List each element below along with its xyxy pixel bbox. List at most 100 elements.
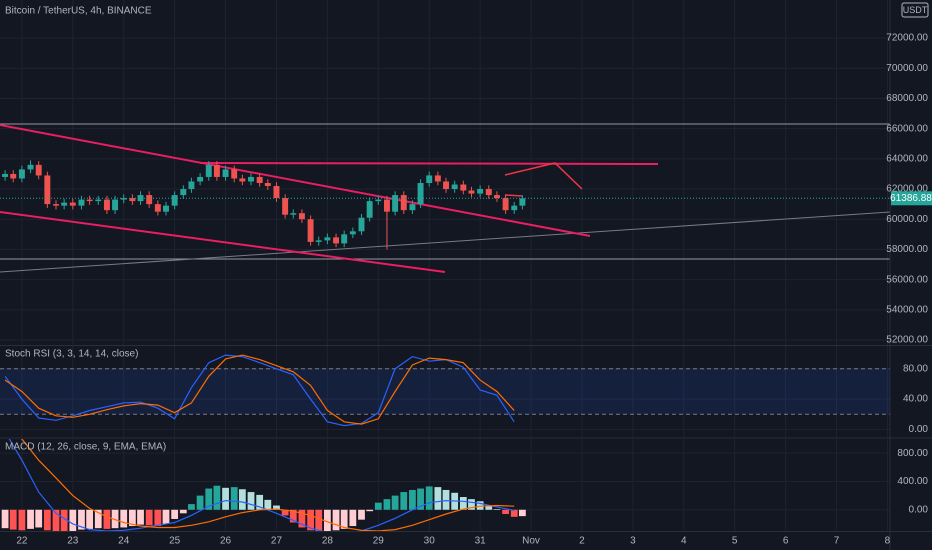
histogram-bar xyxy=(349,509,357,527)
candle-body xyxy=(324,237,331,241)
candle-body xyxy=(493,195,500,199)
y-tick-label: 68000.00 xyxy=(886,93,928,104)
candle-body xyxy=(298,213,305,220)
candle-body xyxy=(426,175,433,183)
currency-badge[interactable] xyxy=(901,2,929,18)
histogram-bar xyxy=(18,509,26,531)
candle-body xyxy=(188,181,195,190)
histogram-bar xyxy=(137,509,144,525)
candle-body xyxy=(307,219,314,242)
candle-body xyxy=(383,199,390,212)
candle-body xyxy=(282,198,289,215)
histogram-bar xyxy=(179,509,187,514)
candle-body xyxy=(137,195,144,202)
candle-body xyxy=(213,164,220,177)
histogram-bar xyxy=(332,509,340,531)
histogram-bar xyxy=(145,509,153,526)
candle-body xyxy=(349,231,356,235)
chart-title: Bitcoin / TetherUS, 4h, BINANCE xyxy=(5,6,152,17)
x-tick-label: 8 xyxy=(885,536,891,547)
y-tick-label: 70000.00 xyxy=(886,63,928,74)
y-tick-label: 0.00 xyxy=(909,424,929,435)
indicator-line xyxy=(8,439,515,531)
candle-body xyxy=(375,199,382,202)
histogram-bar xyxy=(493,509,501,510)
candle-body xyxy=(120,198,127,200)
histogram-bar xyxy=(60,509,68,531)
histogram-bar xyxy=(358,509,365,520)
candle-body xyxy=(35,164,42,176)
histogram-bar xyxy=(323,509,331,531)
indicator-line xyxy=(4,354,515,425)
pane xyxy=(0,354,890,427)
histogram-bar xyxy=(213,485,221,510)
x-tick-label: 26 xyxy=(220,536,232,547)
x-tick-label: 27 xyxy=(271,536,283,547)
histogram-bar xyxy=(196,495,204,510)
indicator-line xyxy=(4,354,515,427)
histogram-bar xyxy=(78,509,85,530)
histogram-bar xyxy=(434,487,442,510)
x-tick-label: 5 xyxy=(732,536,738,547)
candle-body xyxy=(197,176,204,182)
last-price-box xyxy=(891,191,932,206)
candle-body xyxy=(18,169,25,179)
candle-body xyxy=(154,204,161,212)
candle-body xyxy=(180,189,187,196)
histogram-bar xyxy=(94,509,102,529)
histogram-bar xyxy=(315,509,323,531)
candle-body xyxy=(417,182,424,205)
x-tick-label: 6 xyxy=(783,536,789,547)
candle-body xyxy=(222,169,229,177)
candle-body xyxy=(409,204,416,211)
histogram-bar xyxy=(9,509,17,530)
candle-body xyxy=(2,173,9,177)
candle-body xyxy=(264,182,271,187)
candle-body xyxy=(163,205,169,212)
histogram-bar xyxy=(510,509,518,517)
candle-body xyxy=(434,175,441,182)
histogram-bar xyxy=(128,509,136,527)
band-fill xyxy=(0,368,890,415)
histogram-bar xyxy=(400,492,408,510)
indicator-title: MACD (12, 26, close, 9, EMA, EMA) xyxy=(5,442,166,453)
histogram-bar xyxy=(374,502,382,510)
x-tick-label: 25 xyxy=(169,536,181,547)
x-tick-label: 24 xyxy=(118,536,130,547)
marks xyxy=(0,160,890,531)
last-price-label: 61386.88 xyxy=(890,193,932,204)
x-tick-label: 31 xyxy=(475,536,487,547)
histogram-bar xyxy=(27,509,34,529)
candle-body xyxy=(103,199,110,211)
indicator-line xyxy=(20,439,515,531)
candle-body xyxy=(358,217,365,232)
candle-body xyxy=(78,199,85,206)
candle-body xyxy=(460,184,467,191)
histogram-bar xyxy=(409,489,416,510)
candle-body xyxy=(86,199,93,202)
candle-body xyxy=(341,234,348,244)
candle-body xyxy=(333,237,340,244)
histogram-bar xyxy=(230,487,238,510)
histogram-bar xyxy=(383,499,391,510)
histogram-bar xyxy=(340,509,348,529)
candle-body xyxy=(273,186,280,199)
y-tick-label: 52000.00 xyxy=(886,335,928,346)
y-tick-label: 400.00 xyxy=(897,476,928,487)
histogram-bar xyxy=(425,486,433,510)
candle-body xyxy=(171,195,178,206)
histogram-bar xyxy=(238,489,246,510)
candle-body xyxy=(451,184,458,190)
y-tick-label: 54000.00 xyxy=(886,304,928,315)
histogram-bar xyxy=(205,488,213,510)
histogram-bar xyxy=(264,499,272,510)
histogram-bar xyxy=(247,492,255,510)
x-tick-label: 4 xyxy=(681,536,687,547)
candle-body xyxy=(519,198,526,206)
histogram-bar xyxy=(103,509,111,529)
x-tick-label: 28 xyxy=(322,536,334,547)
y-tick-label: 80.00 xyxy=(903,363,928,374)
x-tick-label: 29 xyxy=(373,536,385,547)
y-tick-label: 62000.00 xyxy=(886,184,928,195)
